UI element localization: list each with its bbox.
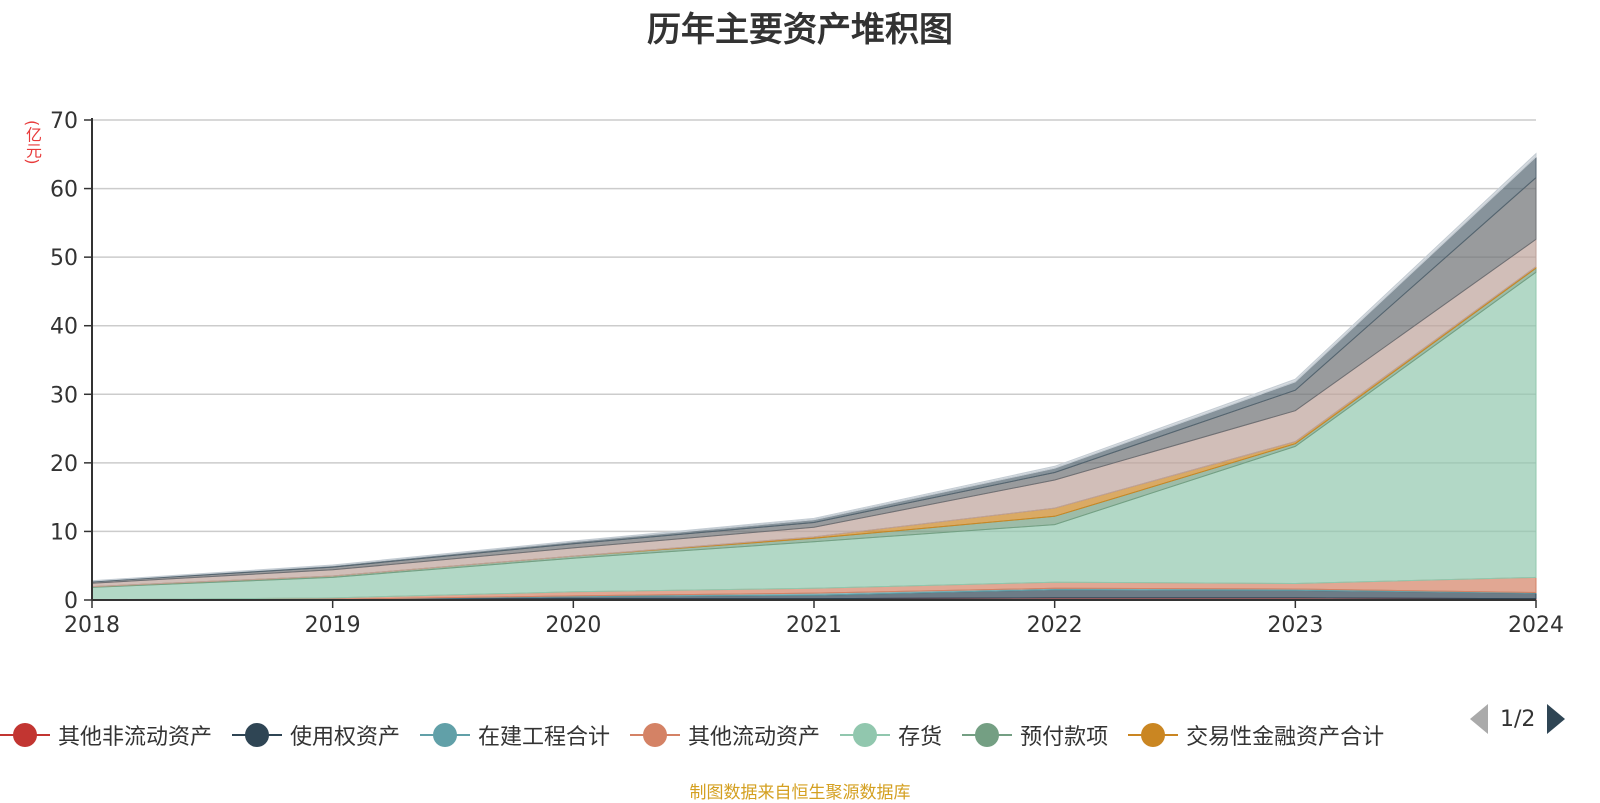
data-source-note: 制图数据来自恒生聚源数据库: [689, 783, 911, 803]
x-tick-label: 2021: [786, 613, 842, 638]
x-tick-label: 2022: [1027, 613, 1083, 638]
chart-title: 历年主要资产堆积图: [647, 10, 953, 50]
legend-label: 在建工程合计: [478, 725, 611, 750]
x-tick-label: 2020: [545, 613, 601, 638]
legend-label: 其他流动资产: [688, 725, 821, 750]
legend-marker-icon: [0, 723, 50, 747]
x-tick-label: 2019: [305, 613, 361, 638]
legend-marker-icon: [630, 723, 681, 747]
legend-marker-icon: [232, 723, 283, 747]
stacked-area-chart: 0 10 20 30 40 50 60 70 2018 2019 2020 2021 2022 2023 2…: [50, 109, 1564, 638]
x-tick-label: 2018: [64, 613, 120, 638]
legend-next-page-button[interactable]: [1547, 704, 1566, 734]
legend-item[interactable]: 交易性金融资产合计: [1128, 719, 1384, 751]
legend-item[interactable]: 使用权资产: [232, 719, 400, 751]
legend-item[interactable]: 其他非流动资产: [0, 719, 212, 751]
area-series-10[interactable]: [91, 152, 1537, 582]
legend-marker-icon: [840, 723, 891, 747]
y-tick-label: 50: [50, 246, 78, 271]
legend-item[interactable]: 存货: [840, 719, 942, 751]
legend-label: 其他非流动资产: [58, 725, 213, 750]
y-tick-label: 0: [64, 589, 78, 614]
legend-label: 使用权资产: [290, 725, 401, 750]
axes: [84, 118, 1537, 608]
legend-item[interactable]: 在建工程合计: [420, 719, 610, 751]
legend-prev-page-button[interactable]: [1470, 704, 1488, 734]
y-tick-label: 40: [50, 315, 78, 340]
legend-item[interactable]: 预付款项: [962, 719, 1108, 751]
legend-item[interactable]: 其他流动资产: [630, 719, 820, 751]
y-tick-label: 60: [50, 178, 78, 203]
legend-marker-icon: [420, 723, 471, 747]
x-tick-label: 2024: [1508, 613, 1564, 638]
y-tick-label: 30: [50, 383, 78, 408]
legend-label: 存货: [898, 725, 943, 750]
legend-marker-icon: [1128, 723, 1179, 747]
legend-pager: 1/2: [1470, 704, 1566, 734]
legend-label: 交易性金融资产合计: [1186, 725, 1385, 750]
legend-page-indicator: 1/2: [1500, 706, 1536, 732]
y-tick-label: 20: [50, 452, 78, 477]
x-tick-label: 2023: [1267, 613, 1323, 638]
area-series-4[interactable]: [91, 271, 1537, 601]
legend-marker-icon: [962, 723, 1013, 747]
y-tick-label: 10: [50, 520, 78, 545]
y-tick-label: 70: [50, 109, 78, 134]
area-series-group: [91, 152, 1537, 601]
y-axis-unit-label: (亿元): [23, 120, 42, 165]
legend: 其他非流动资产 使用权资产 在建工程合计 其他流动资产 存货 预付款项 交易性金融资产合计: [0, 718, 1404, 752]
tick-labels: 0 10 20 30 40 50 60 70 2018 2019 2020 2021 2022 2023 2…: [50, 109, 1564, 638]
legend-label: 预付款项: [1020, 725, 1109, 750]
